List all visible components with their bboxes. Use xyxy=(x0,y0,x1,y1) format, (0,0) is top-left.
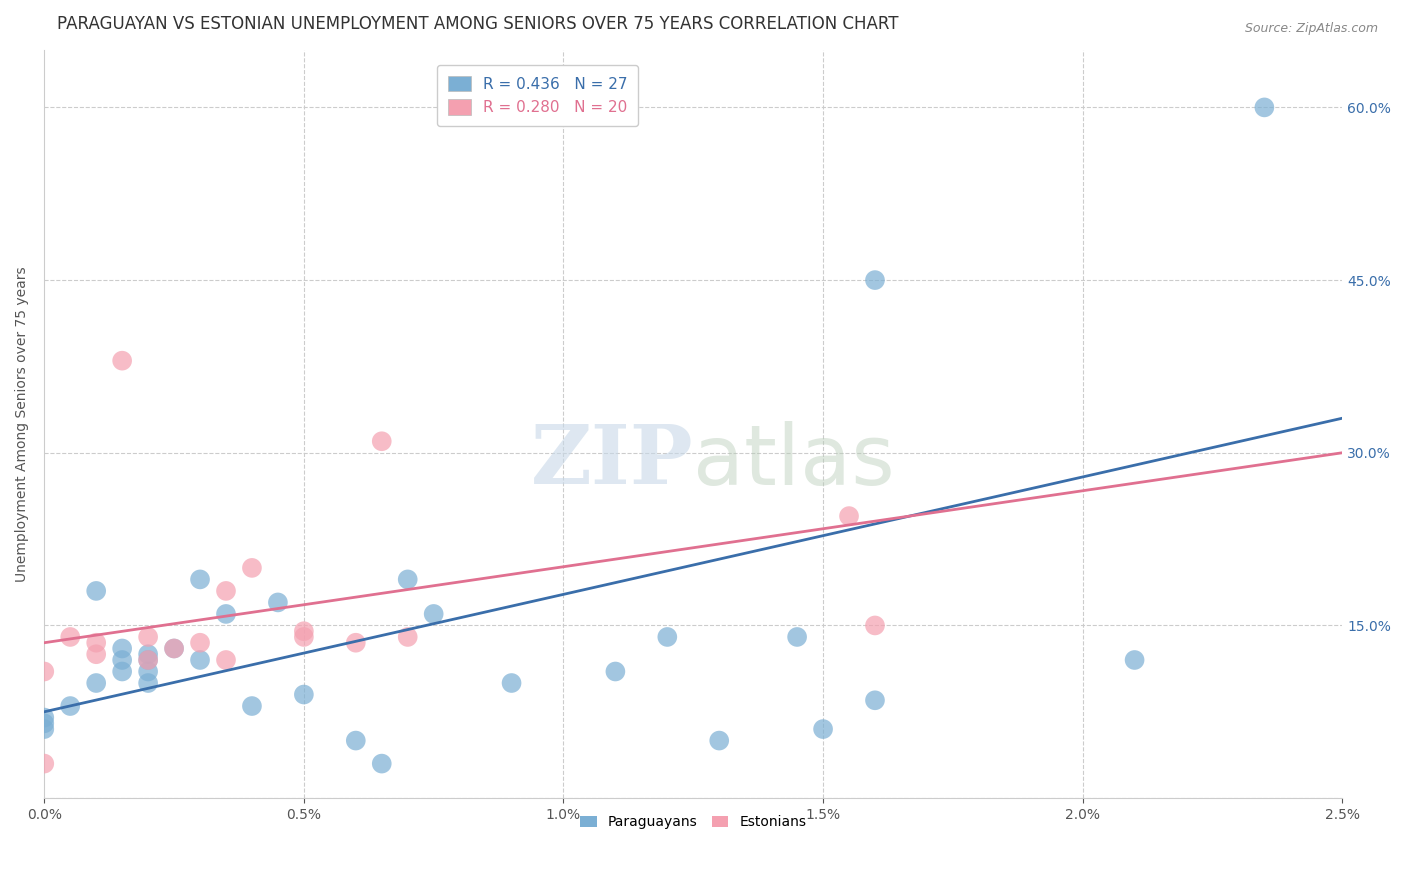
Point xyxy=(215,653,238,667)
Point xyxy=(811,722,834,736)
Point xyxy=(863,618,886,632)
Point xyxy=(267,595,290,609)
Point xyxy=(32,716,55,731)
Point xyxy=(292,624,315,639)
Point xyxy=(709,733,731,747)
Point xyxy=(136,630,159,644)
Point xyxy=(59,699,82,714)
Point xyxy=(188,636,211,650)
Point xyxy=(111,353,134,368)
Point xyxy=(32,665,55,679)
Point xyxy=(240,699,263,714)
Point xyxy=(111,665,134,679)
Point xyxy=(136,653,159,667)
Point xyxy=(292,630,315,644)
Point xyxy=(32,710,55,724)
Point xyxy=(240,561,263,575)
Point xyxy=(84,583,107,598)
Point xyxy=(84,636,107,650)
Point xyxy=(371,756,394,771)
Point xyxy=(422,607,444,621)
Point xyxy=(84,676,107,690)
Point xyxy=(371,434,394,449)
Point xyxy=(292,688,315,702)
Point xyxy=(1253,100,1275,114)
Text: PARAGUAYAN VS ESTONIAN UNEMPLOYMENT AMONG SENIORS OVER 75 YEARS CORRELATION CHAR: PARAGUAYAN VS ESTONIAN UNEMPLOYMENT AMON… xyxy=(58,15,898,33)
Point xyxy=(111,653,134,667)
Point xyxy=(32,722,55,736)
Point xyxy=(163,641,186,656)
Point xyxy=(657,630,679,644)
Point xyxy=(396,573,419,587)
Point xyxy=(188,653,211,667)
Point xyxy=(863,693,886,707)
Legend: Paraguayans, Estonians: Paraguayans, Estonians xyxy=(574,808,813,836)
Point xyxy=(136,665,159,679)
Point xyxy=(215,583,238,598)
Point xyxy=(32,756,55,771)
Text: ZIP: ZIP xyxy=(530,421,693,501)
Y-axis label: Unemployment Among Seniors over 75 years: Unemployment Among Seniors over 75 years xyxy=(15,266,30,582)
Point xyxy=(344,733,367,747)
Point xyxy=(863,273,886,287)
Point xyxy=(111,641,134,656)
Point xyxy=(501,676,523,690)
Point xyxy=(136,647,159,661)
Point xyxy=(59,630,82,644)
Point xyxy=(215,607,238,621)
Point xyxy=(1123,653,1146,667)
Point xyxy=(344,636,367,650)
Text: atlas: atlas xyxy=(693,421,896,502)
Point xyxy=(136,676,159,690)
Point xyxy=(136,653,159,667)
Point xyxy=(84,647,107,661)
Point xyxy=(396,630,419,644)
Point xyxy=(605,665,627,679)
Point xyxy=(188,573,211,587)
Point xyxy=(163,641,186,656)
Text: Source: ZipAtlas.com: Source: ZipAtlas.com xyxy=(1244,22,1378,36)
Point xyxy=(838,509,860,524)
Point xyxy=(786,630,808,644)
